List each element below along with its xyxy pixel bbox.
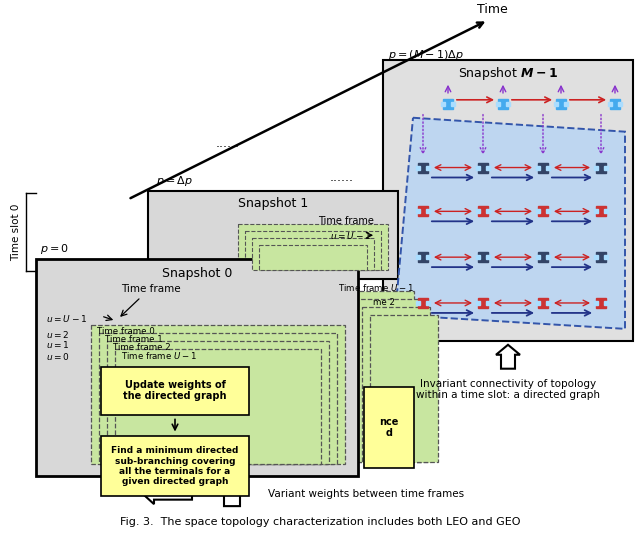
Text: Time frame 2: Time frame 2 [113,343,171,352]
Text: Snapshot $\boldsymbol{M-1}$: Snapshot $\boldsymbol{M-1}$ [458,65,558,82]
Text: $p=\Delta p$: $p=\Delta p$ [156,174,193,188]
Text: $p=(M-1)\Delta p$: $p=(M-1)\Delta p$ [388,48,464,62]
Bar [101,366,249,415]
Text: Time: Time [477,3,508,16]
Text: Time frame: Time frame [318,216,374,226]
Bar [91,325,345,464]
Text: ......: ...... [330,171,354,184]
Polygon shape [395,118,625,329]
Text: ......: ...... [216,137,240,150]
Text: Variant weights between time frames: Variant weights between time frames [268,489,464,499]
Text: Invariant connectivity of topology
within a time slot: a directed graph: Invariant connectivity of topology withi… [416,379,600,400]
Text: Find a minimum directed
sub-branching covering
all the terminals for a
given dir: Find a minimum directed sub-branching co… [111,446,239,486]
Text: Time frame $U-1$: Time frame $U-1$ [338,281,414,293]
Bar [238,224,388,270]
Text: $u=U-1$: $u=U-1$ [330,230,371,241]
FancyArrow shape [218,480,246,506]
Text: $p=0$: $p=0$ [40,242,69,256]
Text: Time frame 1: Time frame 1 [105,335,163,345]
Bar [148,192,398,279]
Bar [370,315,438,462]
Bar [364,387,414,468]
Text: nce
d: nce d [380,417,399,438]
Bar [346,291,414,462]
Bar [99,333,337,464]
FancyArrow shape [496,345,520,369]
FancyArrow shape [142,482,192,504]
Bar [115,349,321,464]
Text: Time slot 0: Time slot 0 [11,204,21,261]
Text: Time frame: Time frame [121,284,181,294]
Text: me 2: me 2 [373,299,395,308]
Text: Fig. 3.  The space topology characterization includes both LEO and GEO: Fig. 3. The space topology characterizat… [120,517,520,527]
Bar [362,307,430,462]
Text: $u=1$: $u=1$ [46,339,70,350]
Text: Time frame $U-1$: Time frame $U-1$ [121,350,197,361]
Text: Update weights of
the directed graph: Update weights of the directed graph [124,380,227,401]
Text: Time frame 0: Time frame 0 [97,327,155,337]
Text: $u=U-1$: $u=U-1$ [46,314,87,324]
Bar [36,259,358,476]
Bar [245,231,381,270]
Text: Snapshot 1: Snapshot 1 [238,197,308,210]
Bar [383,60,633,341]
Bar [259,245,367,270]
Bar [101,437,249,496]
Text: Snapshot 0: Snapshot 0 [162,266,232,280]
Text: $u=0$: $u=0$ [46,351,70,362]
Text: $u=2$: $u=2$ [46,330,70,340]
Bar [354,299,422,462]
Bar [252,238,374,270]
Bar [107,341,329,464]
